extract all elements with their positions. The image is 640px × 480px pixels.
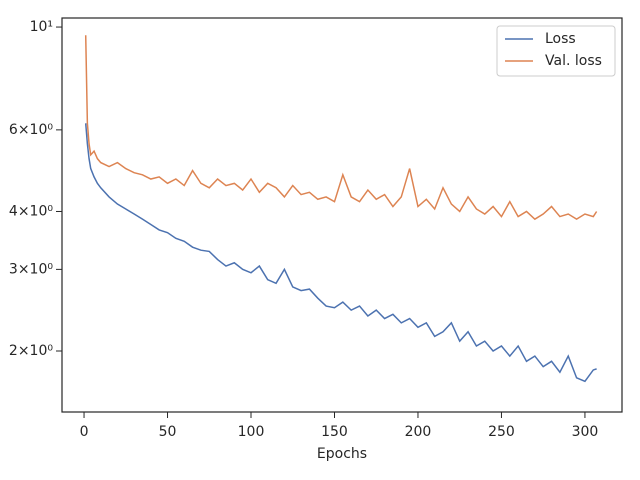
y-tick-label: 6×10⁰	[9, 122, 53, 138]
x-tick-label: 200	[405, 424, 432, 440]
x-tick-label: 50	[159, 424, 177, 440]
y-tick-label: 10¹	[30, 19, 53, 35]
line	[84, 123, 597, 383]
legend-label: Loss	[545, 31, 576, 47]
y-tick-label: 4×10⁰	[9, 203, 53, 219]
line	[84, 35, 598, 221]
x-tick-label: 150	[321, 424, 348, 440]
x-tick-label: 100	[238, 424, 265, 440]
x-tick-label: 250	[488, 424, 515, 440]
y-tick-label: 3×10⁰	[9, 261, 53, 277]
x-tick-label: 300	[572, 424, 599, 440]
x-axis-label: Epochs	[317, 446, 367, 462]
plot-frame	[61, 17, 623, 413]
legend-label: Val. loss	[545, 53, 602, 69]
y-tick-label: 2×10⁰	[9, 343, 53, 359]
x-tick-label: 0	[80, 424, 89, 440]
